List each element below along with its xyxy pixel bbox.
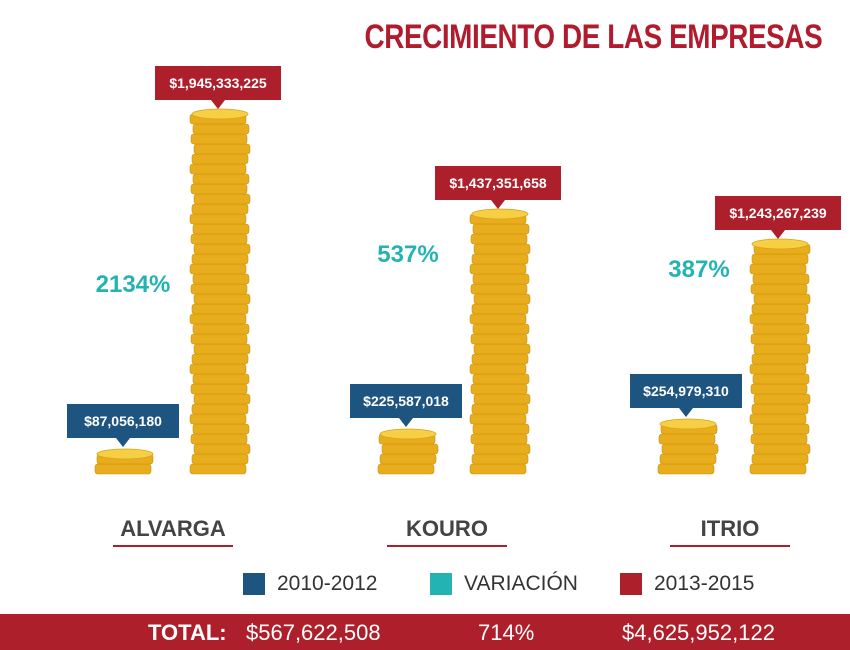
variation-kouro: 537% [377,241,438,268]
value-label-2010-2012-alvarga: $87,056,180 [67,404,179,447]
total-2010-2012: $567,622,508 [246,620,381,645]
legend-item-variacion: VARIACIÓN [430,572,578,596]
svg-text:$1,243,267,239: $1,243,267,239 [729,205,827,221]
legend-label-variacion: VARIACIÓN [464,572,578,595]
legend-swatch-blue [243,573,265,595]
variation-itrio: 387% [668,256,729,283]
legend-swatch-red [620,573,642,595]
coin-stack-2013-2015-itrio [749,238,811,475]
legend-item-2010-2012: 2010-2012 [243,572,377,596]
svg-text:$87,056,180: $87,056,180 [84,413,162,429]
value-label-2013-2015-alvarga: $1,945,333,225 [155,66,281,109]
svg-text:$1,945,333,225: $1,945,333,225 [169,75,267,91]
category-label-kouro: KOURO [406,516,488,541]
svg-text:$254,979,310: $254,979,310 [643,383,729,399]
value-label-2010-2012-kouro: $225,587,018 [350,384,462,427]
coin-stack-2010-2012-kouro [377,428,439,475]
legend-label-2010-2012: 2010-2012 [277,572,378,595]
coin-stack-chart: $87,056,180 $1,945,333,225 2134% ALVARGA $22… [67,66,841,547]
coin-stack-2010-2012-itrio [657,418,719,475]
legend-item-2013-2015: 2013-2015 [620,572,754,596]
value-label-2013-2015-itrio: $1,243,267,239 [715,196,841,239]
svg-text:$225,587,018: $225,587,018 [363,393,449,409]
coin-stack-2013-2015-kouro [469,208,531,475]
value-label-2013-2015-kouro: $1,437,351,658 [435,166,561,209]
chart-title: CRECIMIENTO DE LAS EMPRESAS [364,18,822,56]
total-label: TOTAL: [148,620,227,645]
value-label-2010-2012-itrio: $254,979,310 [630,374,742,417]
totals-bar: TOTAL: $567,622,508 714% $4,625,952,122 [0,614,850,650]
category-label-alvarga: ALVARGA [120,516,226,541]
coin-stack-2010-2012-alvarga [94,448,154,475]
legend: 2010-2012 VARIACIÓN 2013-2015 [0,568,850,600]
legend-label-2013-2015: 2013-2015 [654,572,755,595]
legend-swatch-teal [430,573,452,595]
svg-text:$1,437,351,658: $1,437,351,658 [449,175,547,191]
total-variation: 714% [478,620,535,645]
category-label-itrio: ITRIO [701,516,760,541]
variation-alvarga: 2134% [96,271,171,298]
coin-stack-2013-2015-alvarga [189,108,251,475]
total-2013-2015: $4,625,952,122 [622,620,775,645]
